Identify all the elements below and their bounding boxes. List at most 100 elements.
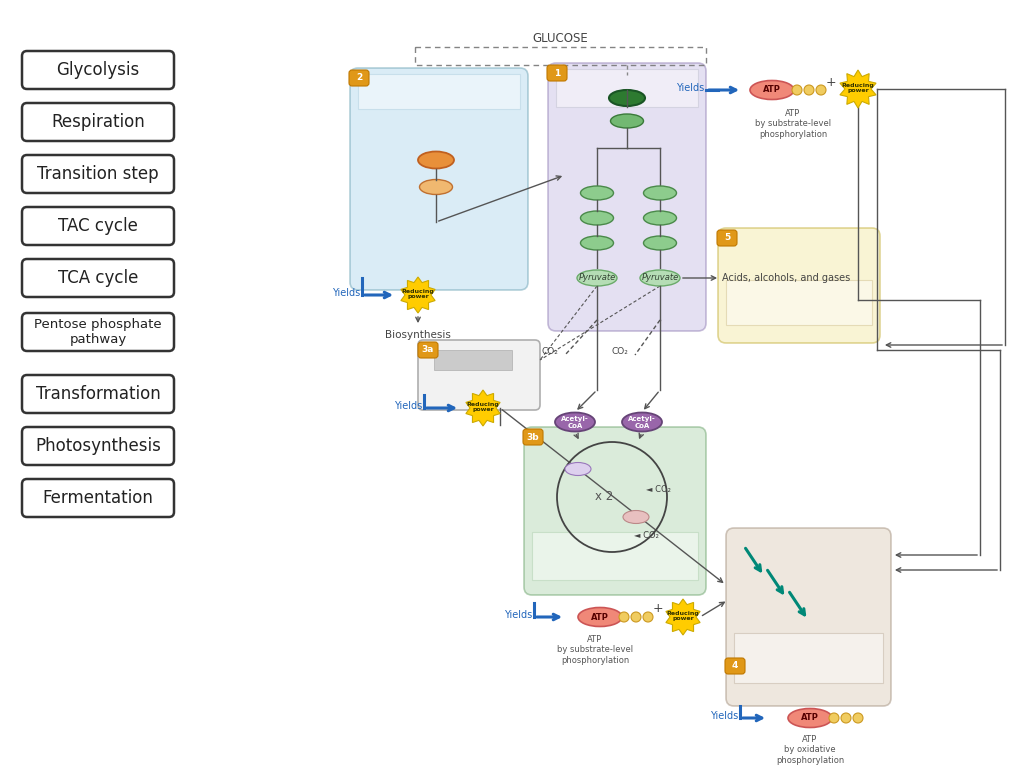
FancyBboxPatch shape: [547, 65, 567, 81]
Text: GLUCOSE: GLUCOSE: [532, 32, 589, 45]
Bar: [358, 74, 520, 109]
Ellipse shape: [577, 270, 617, 286]
Ellipse shape: [565, 462, 591, 476]
Text: 2: 2: [356, 74, 362, 82]
Polygon shape: [666, 599, 700, 635]
FancyBboxPatch shape: [22, 51, 174, 89]
Text: Acetyl-
CoA: Acetyl- CoA: [561, 416, 589, 428]
Ellipse shape: [622, 413, 662, 431]
Text: Respiration: Respiration: [51, 113, 144, 131]
Ellipse shape: [643, 211, 677, 225]
Text: Photosynthesis: Photosynthesis: [35, 437, 161, 455]
FancyBboxPatch shape: [717, 230, 737, 246]
Text: Pentose phosphate
pathway: Pentose phosphate pathway: [34, 318, 162, 346]
FancyBboxPatch shape: [725, 658, 745, 674]
Text: CO₂: CO₂: [541, 347, 558, 357]
FancyBboxPatch shape: [523, 429, 543, 445]
Ellipse shape: [816, 85, 826, 95]
Ellipse shape: [643, 612, 653, 622]
FancyBboxPatch shape: [548, 63, 706, 331]
Ellipse shape: [643, 236, 677, 250]
Ellipse shape: [623, 510, 649, 524]
Ellipse shape: [804, 85, 814, 95]
Ellipse shape: [581, 236, 613, 250]
Bar: [434, 350, 512, 370]
Text: Yields: Yields: [332, 288, 360, 298]
FancyBboxPatch shape: [22, 155, 174, 193]
Text: Glycolysis: Glycolysis: [56, 61, 139, 79]
Ellipse shape: [610, 114, 643, 128]
Text: TCA cycle: TCA cycle: [57, 269, 138, 287]
Text: Yields: Yields: [676, 83, 705, 93]
Ellipse shape: [618, 612, 629, 622]
Text: Reducing
power: Reducing power: [842, 82, 874, 93]
Text: ATP: ATP: [801, 713, 819, 723]
Text: Reducing
power: Reducing power: [467, 402, 500, 413]
Text: 3b: 3b: [526, 433, 540, 441]
Bar: [726, 280, 872, 325]
FancyBboxPatch shape: [22, 313, 174, 351]
FancyBboxPatch shape: [22, 375, 174, 413]
Polygon shape: [466, 390, 500, 426]
Polygon shape: [840, 70, 877, 108]
FancyBboxPatch shape: [418, 342, 438, 358]
Text: Fermentation: Fermentation: [43, 489, 154, 507]
Text: x 2: x 2: [595, 490, 613, 503]
Text: ATP: ATP: [763, 85, 781, 95]
Text: Transition step: Transition step: [37, 165, 159, 183]
Ellipse shape: [853, 713, 863, 723]
Ellipse shape: [643, 186, 677, 200]
Text: ATP
by substrate-level
phosphorylation: ATP by substrate-level phosphorylation: [557, 635, 633, 665]
Text: +: +: [652, 602, 664, 615]
Ellipse shape: [418, 152, 454, 169]
FancyBboxPatch shape: [350, 68, 528, 290]
FancyBboxPatch shape: [718, 228, 880, 343]
Text: Reducing
power: Reducing power: [401, 288, 434, 299]
Bar: [734, 633, 883, 683]
Ellipse shape: [420, 179, 453, 194]
Text: Acetyl-
CoA: Acetyl- CoA: [628, 416, 656, 428]
Ellipse shape: [631, 612, 641, 622]
Ellipse shape: [829, 713, 839, 723]
Text: Pyruvate: Pyruvate: [641, 274, 679, 283]
FancyBboxPatch shape: [418, 340, 540, 410]
Bar: [415, 47, 706, 65]
Ellipse shape: [788, 709, 831, 727]
Text: ◄ CO₂: ◄ CO₂: [634, 531, 658, 539]
FancyBboxPatch shape: [22, 259, 174, 297]
FancyBboxPatch shape: [349, 70, 369, 86]
Bar: [532, 532, 698, 580]
Text: 3a: 3a: [422, 346, 434, 354]
Text: Yields: Yields: [394, 401, 422, 411]
Text: Transformation: Transformation: [36, 385, 161, 403]
Text: Pyruvate: Pyruvate: [579, 274, 615, 283]
FancyBboxPatch shape: [726, 528, 891, 706]
Text: 5: 5: [724, 234, 730, 242]
Text: ATP: ATP: [591, 612, 609, 622]
FancyBboxPatch shape: [22, 207, 174, 245]
Ellipse shape: [640, 270, 680, 286]
Polygon shape: [400, 277, 435, 313]
Text: CO₂: CO₂: [611, 347, 628, 357]
Text: ATP
by substrate-level
phosphorylation: ATP by substrate-level phosphorylation: [755, 109, 831, 139]
Ellipse shape: [581, 211, 613, 225]
Text: +: +: [825, 75, 837, 89]
Text: 1: 1: [554, 68, 560, 78]
Text: TAC cycle: TAC cycle: [58, 217, 138, 235]
FancyBboxPatch shape: [22, 427, 174, 465]
Ellipse shape: [750, 81, 794, 99]
Ellipse shape: [581, 186, 613, 200]
Text: 4: 4: [732, 661, 738, 671]
Bar: [556, 69, 698, 107]
FancyBboxPatch shape: [22, 103, 174, 141]
Text: Yields: Yields: [504, 610, 532, 620]
FancyBboxPatch shape: [22, 479, 174, 517]
Text: ATP
by oxidative
phosphorylation: ATP by oxidative phosphorylation: [776, 735, 844, 765]
Ellipse shape: [841, 713, 851, 723]
Text: Biosynthesis: Biosynthesis: [385, 330, 451, 340]
Ellipse shape: [609, 90, 645, 106]
FancyBboxPatch shape: [524, 427, 706, 595]
Ellipse shape: [555, 413, 595, 431]
Text: Yields: Yields: [710, 711, 738, 721]
Text: Reducing
power: Reducing power: [667, 611, 699, 622]
